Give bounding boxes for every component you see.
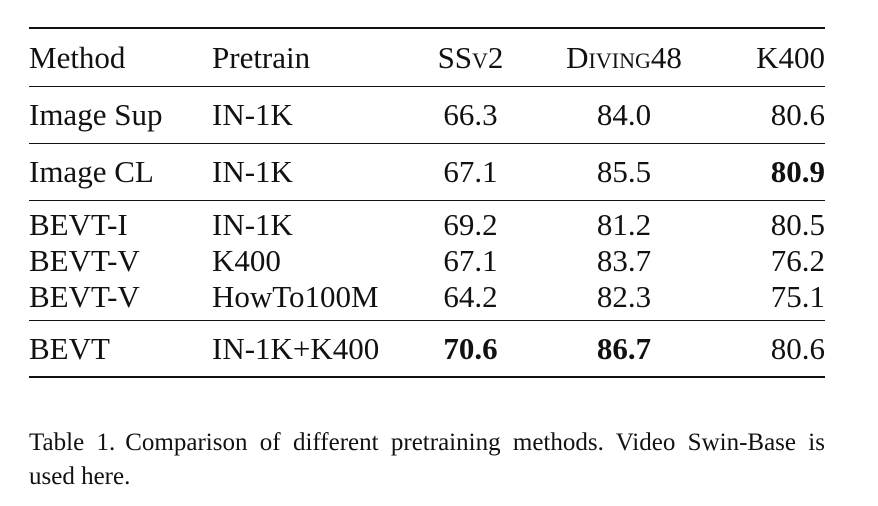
cell-method: BEVT-I [29, 206, 128, 242]
table-row: BEVT IN-1K+K400 70.6 86.7 80.6 [29, 320, 825, 378]
header-diving48: Diving48 [529, 27, 719, 87]
header-ssv2: SSv2 [412, 27, 529, 87]
results-table-container: Method Pretrain SSv2 Diving48 K400 Image… [29, 27, 825, 378]
cell-diving48: 82.3 [529, 280, 719, 321]
results-table: Method Pretrain SSv2 Diving48 K400 Image… [29, 27, 825, 378]
cell-pretrain: IN-1K+K400 [212, 320, 412, 378]
header-method: Method [29, 27, 212, 87]
cell-method: BEVT-V [29, 242, 140, 278]
cell-ssv2: 67.1 [443, 242, 498, 278]
cell-k400: 75.1 [719, 280, 825, 321]
caption-label: Table 1. [29, 429, 116, 456]
best-value: 86.7 [596, 330, 652, 366]
cell-ssv2: 66.3 [412, 86, 529, 144]
cell-k400: 80.6 [719, 86, 825, 144]
best-value: 80.9 [770, 154, 825, 189]
cell-diving48: 84.0 [529, 86, 719, 144]
cell-ssv2: 64.2 [412, 280, 529, 321]
cell-method: BEVT [29, 320, 212, 378]
table-row: Image Sup IN-1K 66.3 84.0 80.6 [29, 86, 825, 144]
cell-diving48: 83.7 [596, 242, 652, 278]
cell-diving48: 81.2 [596, 206, 652, 242]
table-row: BEVT-I IN-1K 69.2 81.2 80.5 [29, 200, 825, 240]
cell-ssv2: 70.6 [412, 320, 529, 378]
cell-pretrain: IN-1K [212, 206, 293, 242]
table-row: Image CL IN-1K 67.1 85.5 80.9 [29, 143, 825, 201]
best-value: 70.6 [443, 330, 498, 366]
cell-pretrain: IN-1K [212, 86, 412, 144]
table-caption: Table 1. Comparison of different pretrain… [29, 426, 825, 494]
header-pretrain: Pretrain [212, 27, 412, 87]
cell-pretrain: IN-1K [212, 143, 412, 201]
cell-ssv2: 69.2 [443, 206, 498, 242]
cell-k400: 80.6 [719, 320, 825, 378]
cell-diving48: 86.7 [529, 320, 719, 378]
table-row: BEVT-V K400 67.1 83.7 76.2 [29, 240, 825, 280]
cell-pretrain: K400 [212, 242, 281, 278]
cell-method: Image Sup [29, 86, 212, 144]
table-row: BEVT-V HowTo100M 64.2 82.3 75.1 [29, 280, 825, 321]
cell-diving48: 85.5 [529, 143, 719, 201]
cell-method: Image CL [29, 143, 212, 201]
cell-ssv2: 67.1 [412, 143, 529, 201]
cell-k400: 80.5 [770, 206, 825, 242]
caption-text: Comparison of different pretraining meth… [29, 429, 825, 490]
cell-method: BEVT-V [29, 280, 212, 321]
cell-pretrain: HowTo100M [212, 280, 412, 321]
cell-k400: 76.2 [770, 242, 825, 278]
header-k400: K400 [719, 27, 825, 87]
header-row: Method Pretrain SSv2 Diving48 K400 [29, 27, 825, 87]
cell-k400: 80.9 [719, 143, 825, 201]
